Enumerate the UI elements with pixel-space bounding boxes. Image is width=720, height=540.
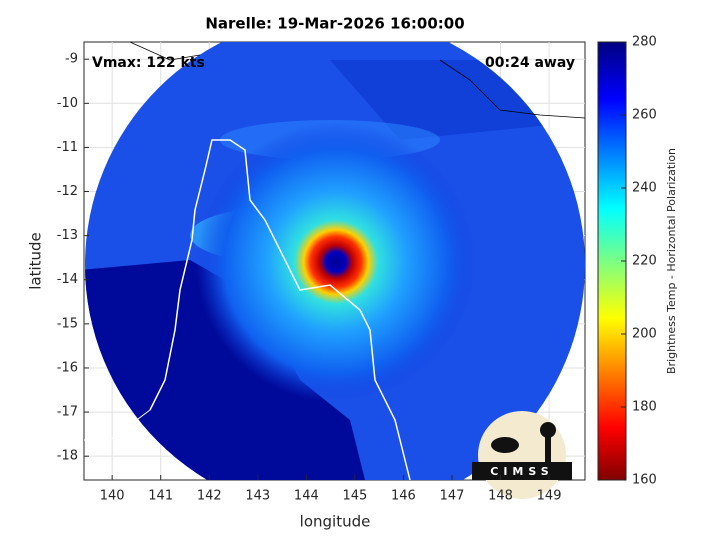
title: Narelle: 19-Mar-2026 16:00:00 xyxy=(205,15,464,33)
y-tick-label: -17 xyxy=(57,405,78,420)
y-tick-label: -15 xyxy=(57,316,78,331)
colorbar-tick-label: 160 xyxy=(632,473,657,488)
y-tick-label: -11 xyxy=(57,140,78,155)
x-tick-label: 148 xyxy=(488,489,513,504)
y-tick-label: -13 xyxy=(57,228,78,243)
x-tick-label: 146 xyxy=(391,489,416,504)
colorbar-tick-label: 200 xyxy=(632,327,657,342)
colorbar-label: Brightness Temp - Horizontal Polarizatio… xyxy=(665,148,678,374)
logo-text: CIMSS xyxy=(490,465,553,478)
x-tick-label: 142 xyxy=(197,489,222,504)
x-tick-label: 145 xyxy=(342,489,367,504)
colorbar-tick-label: 240 xyxy=(632,181,657,196)
colorbar-tick-label: 280 xyxy=(632,35,657,50)
y-tick-label: -9 xyxy=(65,52,78,67)
x-tick-label: 143 xyxy=(245,489,270,504)
y-tick-label: -10 xyxy=(57,96,78,111)
y-axis-label: latitude xyxy=(27,232,45,290)
ticks: 140 141 142 143 144 145 146 147 148 149 -9 -10 -11 -1… xyxy=(57,35,657,504)
x-tick-label: 147 xyxy=(440,489,465,504)
x-tick-label: 144 xyxy=(294,489,319,504)
x-tick-label: 140 xyxy=(100,489,125,504)
y-tick-label: -16 xyxy=(57,360,78,375)
cimss-logo: CIMSS xyxy=(472,411,572,499)
colorbar-tick-label: 180 xyxy=(632,400,657,415)
x-tick-label: 149 xyxy=(537,489,562,504)
x-tick-label: 141 xyxy=(148,489,173,504)
colorbar-tick-label: 260 xyxy=(632,108,657,123)
y-tick-label: -12 xyxy=(57,184,78,199)
image xyxy=(84,42,585,480)
colorbar-tick-label: 220 xyxy=(632,254,657,269)
y-tick-label: -18 xyxy=(57,449,78,464)
time-away: 00:24 away xyxy=(485,55,575,71)
y-tick-label: -14 xyxy=(57,272,78,287)
vmax-label: Vmax: 122 kts xyxy=(92,55,205,71)
x-axis-label: longitude xyxy=(300,513,371,531)
